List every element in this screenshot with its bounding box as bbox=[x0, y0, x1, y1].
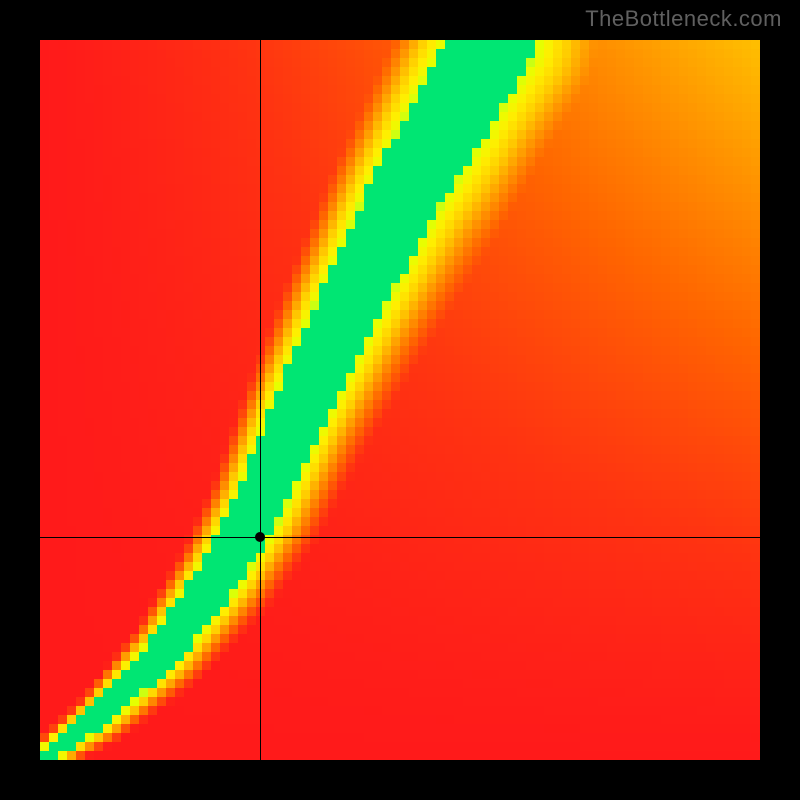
crosshair-horizontal bbox=[40, 537, 760, 538]
crosshair-vertical bbox=[260, 40, 261, 760]
watermark-text: TheBottleneck.com bbox=[585, 6, 782, 32]
heatmap-canvas bbox=[40, 40, 760, 760]
marker-dot bbox=[255, 532, 265, 542]
